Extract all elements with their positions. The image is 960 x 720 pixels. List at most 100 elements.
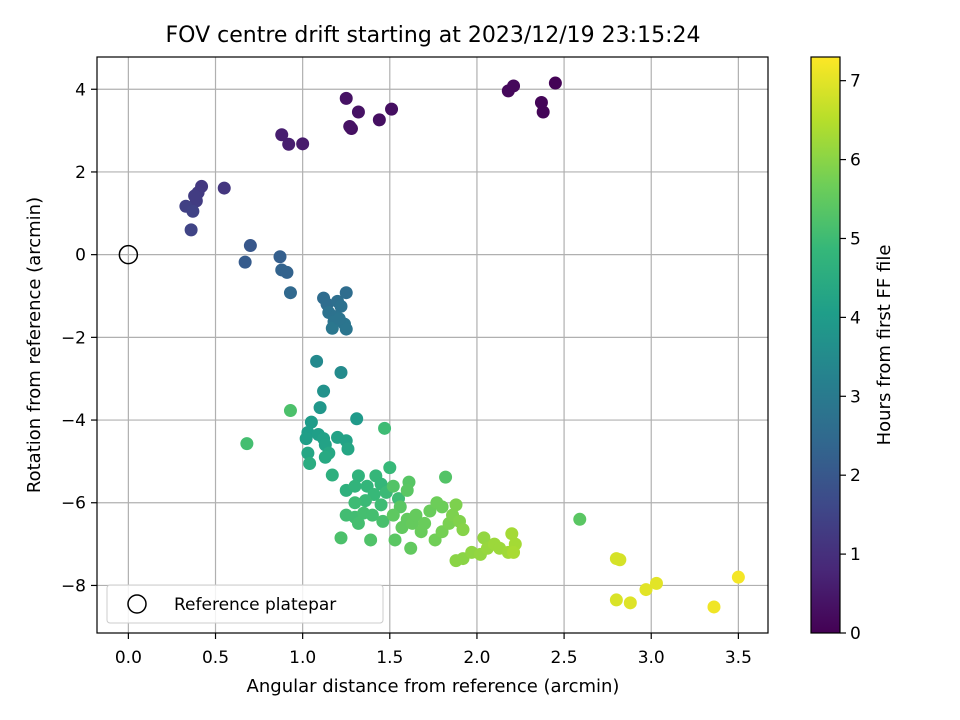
scatter-point: [296, 137, 310, 151]
colorbar-ticks: 0 1 2 3 4 5 6 7: [840, 72, 861, 644]
legend-entry-reference: Reference platepar: [174, 595, 336, 615]
scatter-point: [400, 483, 414, 497]
scatter-point: [348, 479, 362, 493]
scatter-point: [341, 442, 355, 456]
grid: [97, 57, 768, 633]
colorbar-label: Hours from first FF file: [874, 245, 895, 446]
y-tick-label: −8: [61, 576, 86, 596]
scatter-point: [189, 194, 203, 208]
y-tick-label: −2: [61, 328, 86, 348]
scatter-point: [301, 446, 315, 460]
y-tick-label: 4: [75, 80, 86, 100]
scatter-point: [505, 527, 519, 541]
scatter-points: [179, 76, 745, 614]
scatter-point: [649, 576, 663, 590]
plot-background: [97, 57, 768, 633]
legend-box: [106, 584, 384, 624]
scatter-point: [378, 421, 392, 435]
reference-point-marker: [118, 244, 139, 265]
scatter-point: [317, 384, 331, 398]
scatter-point: [339, 91, 353, 105]
scatter-point: [456, 523, 470, 537]
plot-frame: [96, 56, 769, 634]
plot-area: 0.0 0.5 1.0 1.5 2.0 2.5 3.0 3.5 −8 −6 −4 −2 0 2 4: [61, 56, 769, 668]
colorbar-tick-label: 4: [850, 308, 861, 328]
scatter-point: [184, 223, 198, 237]
scatter-point: [383, 461, 397, 475]
x-tick-label: 3.5: [725, 648, 752, 668]
scatter-point: [334, 365, 348, 379]
scatter-point: [339, 322, 353, 336]
scatter-point: [283, 404, 297, 418]
x-axis-ticks: 0.0 0.5 1.0 1.5 2.0 2.5 3.0 3.5: [115, 633, 752, 668]
scatter-point: [325, 321, 339, 335]
scatter-point: [536, 105, 550, 119]
scatter-point: [310, 354, 324, 368]
legend: Reference platepar: [106, 584, 384, 624]
scatter-point: [351, 469, 365, 483]
scatter-point: [365, 508, 379, 522]
scatter-point: [507, 545, 521, 559]
scatter-point: [623, 596, 637, 610]
scatter-point: [418, 516, 432, 530]
scatter-point: [439, 470, 453, 484]
colorbar-tick-label: 3: [850, 387, 861, 407]
x-tick-label: 0.0: [115, 648, 142, 668]
scatter-point: [186, 204, 200, 218]
scatter-point: [386, 508, 400, 522]
scatter-point: [334, 531, 348, 545]
scatter-point: [358, 494, 372, 508]
colorbar-tick-label: 1: [850, 545, 861, 565]
scatter-point: [282, 137, 296, 151]
scatter-point: [273, 250, 287, 264]
colorbar-tick-label: 7: [850, 72, 861, 92]
x-tick-label: 1.0: [289, 648, 316, 668]
x-tick-label: 3.0: [638, 648, 665, 668]
scatter-point: [388, 533, 402, 547]
scatter-point: [609, 593, 623, 607]
colorbar-tick-label: 5: [850, 229, 861, 249]
y-axis-label: Rotation from reference (arcmin): [24, 197, 45, 493]
scatter-point: [613, 553, 627, 567]
scatter-point: [350, 412, 364, 426]
y-tick-label: −4: [61, 411, 86, 431]
scatter-point: [339, 286, 353, 300]
scatter-point: [283, 286, 297, 300]
x-axis-label: Angular distance from reference (arcmin): [247, 676, 620, 697]
chart-title: FOV centre drift starting at 2023/12/19 …: [166, 23, 701, 48]
scatter-point: [573, 512, 587, 526]
scatter-point: [343, 119, 357, 133]
scatter-point: [449, 498, 463, 512]
scatter-point: [364, 533, 378, 547]
colorbar-tick-label: 2: [850, 466, 861, 486]
y-tick-label: −6: [61, 494, 86, 514]
scatter-point: [299, 432, 313, 446]
scatter-point: [548, 76, 562, 90]
scatter-point: [376, 514, 390, 528]
scatter-point: [303, 456, 317, 470]
x-tick-label: 1.5: [376, 648, 403, 668]
colorbar-gradient: [811, 57, 840, 633]
colorbar-tick-label: 6: [850, 151, 861, 171]
scatter-point: [217, 181, 231, 195]
colorbar-tick-label: 0: [850, 624, 861, 644]
scatter-point: [372, 113, 386, 127]
scatter-point: [351, 516, 365, 530]
legend-marker: [127, 594, 147, 614]
scatter-point: [707, 600, 721, 614]
scatter-point: [240, 437, 254, 451]
x-tick-label: 2.5: [551, 648, 578, 668]
scatter-point: [332, 312, 346, 326]
scatter-point: [280, 265, 294, 279]
scatter-point: [374, 498, 388, 512]
scatter-point: [325, 468, 339, 482]
x-tick-label: 2.0: [463, 648, 490, 668]
scatter-point: [395, 521, 409, 535]
scatter-point: [351, 105, 365, 119]
scatter-point: [243, 239, 257, 253]
scatter-point: [639, 583, 653, 597]
scatter-point: [435, 500, 449, 514]
scatter-point: [334, 299, 348, 313]
y-tick-label: 0: [75, 246, 86, 266]
